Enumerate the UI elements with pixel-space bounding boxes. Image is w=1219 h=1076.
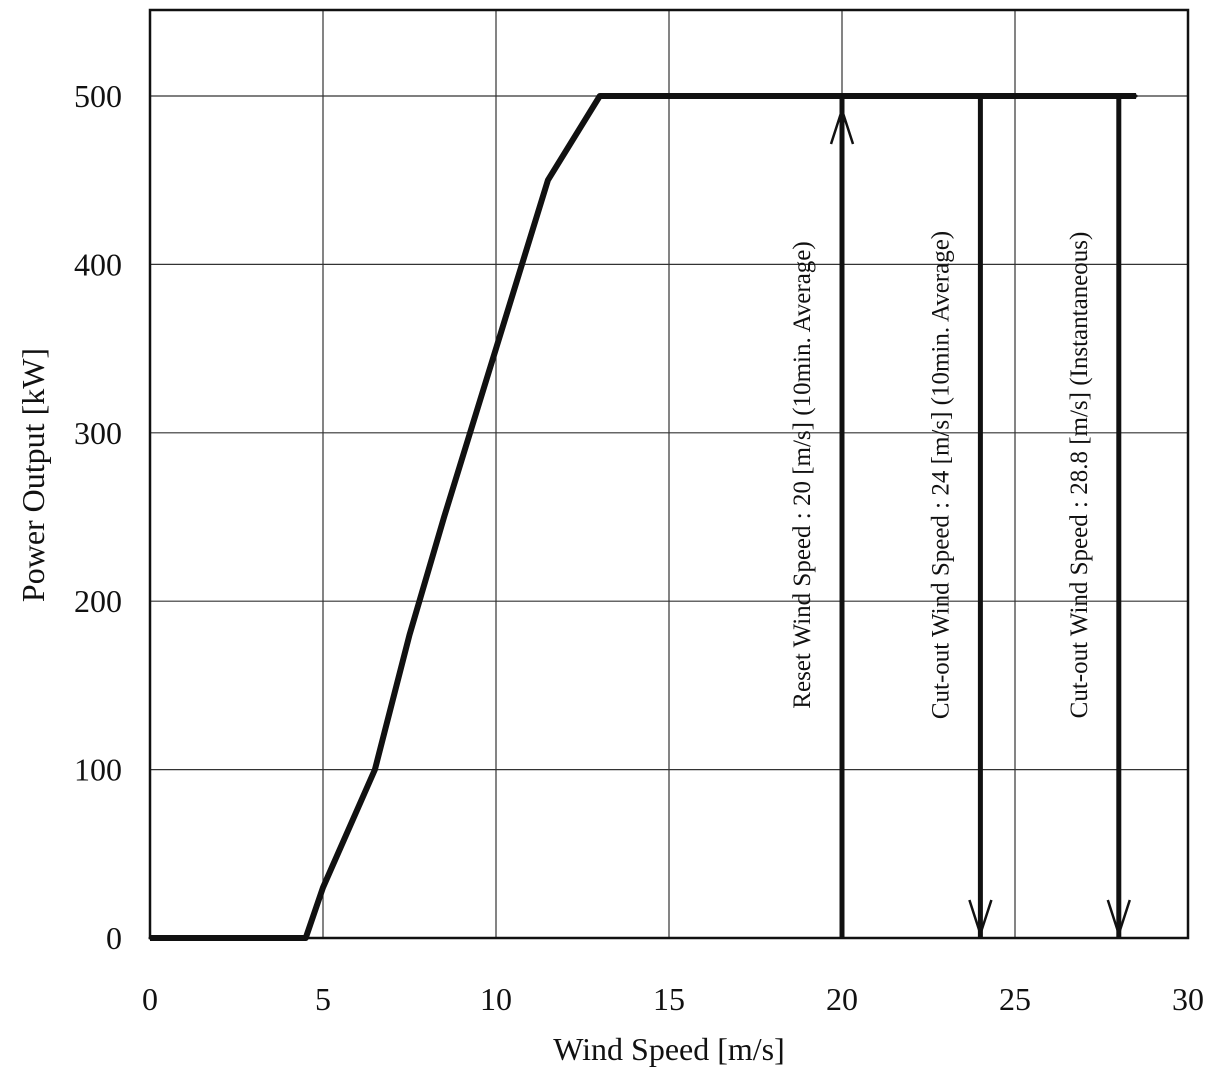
curve-point-0 [148, 936, 152, 940]
x-tick-label-25: 25 [999, 981, 1031, 1017]
x-tick-label-0: 0 [142, 981, 158, 1017]
y-tick-label-100: 100 [74, 752, 122, 788]
annotation-arrow-down-2 [968, 899, 993, 939]
power-curve-points [148, 94, 1138, 940]
curve-point-9 [1134, 94, 1138, 98]
x-tick-label-30: 30 [1172, 981, 1204, 1017]
annotation-2: Cut-out Wind Speed : 24 [m/s] (10min. Av… [927, 96, 993, 939]
annotation-label-1: Reset Wind Speed : 20 [m/s] (10min. Aver… [789, 241, 816, 708]
annotation-arrow-down-3 [1106, 899, 1131, 939]
y-tick-label-400: 400 [74, 246, 122, 282]
x-tick-labels: 0 5 10 15 20 25 30 [142, 981, 1204, 1017]
curve-point-6 [494, 347, 498, 351]
annotations: Reset Wind Speed : 20 [m/s] (10min. Aver… [789, 96, 1131, 939]
curve-point-1 [304, 936, 308, 940]
y-tick-label-200: 200 [74, 583, 122, 619]
curve-point-5 [442, 515, 446, 519]
x-tick-label-10: 10 [480, 981, 512, 1017]
annotation-1: Reset Wind Speed : 20 [m/s] (10min. Aver… [789, 96, 855, 938]
plot-frame [148, 8, 1190, 940]
y-tick-label-500: 500 [74, 78, 122, 114]
grid-lines [150, 10, 1188, 938]
power-curve-line [150, 93, 1137, 941]
x-axis-label: Wind Speed [m/s] [553, 1031, 785, 1067]
annotation-label-3: Cut-out Wind Speed : 28.8 [m/s] (Instant… [1066, 232, 1093, 719]
curve-point-7 [546, 178, 550, 182]
annotation-arrow-up-1 [829, 105, 855, 145]
x-tick-label-5: 5 [315, 981, 331, 1017]
x-tick-label-15: 15 [653, 981, 685, 1017]
curve-point-3 [373, 768, 377, 772]
x-tick-label-20: 20 [826, 981, 858, 1017]
annotation-label-2: Cut-out Wind Speed : 24 [m/s] (10min. Av… [927, 231, 954, 719]
curve-point-8 [598, 94, 602, 98]
y-tick-label-0: 0 [106, 920, 122, 956]
y-axis-label: Power Output [kW] [15, 348, 51, 602]
y-tick-labels: 0 100 200 300 400 500 [74, 78, 122, 956]
curve-point-2 [321, 885, 325, 889]
curve-point-4 [408, 633, 411, 637]
y-tick-label-300: 300 [74, 415, 122, 451]
annotation-3: Cut-out Wind Speed : 28.8 [m/s] (Instant… [1066, 96, 1131, 939]
